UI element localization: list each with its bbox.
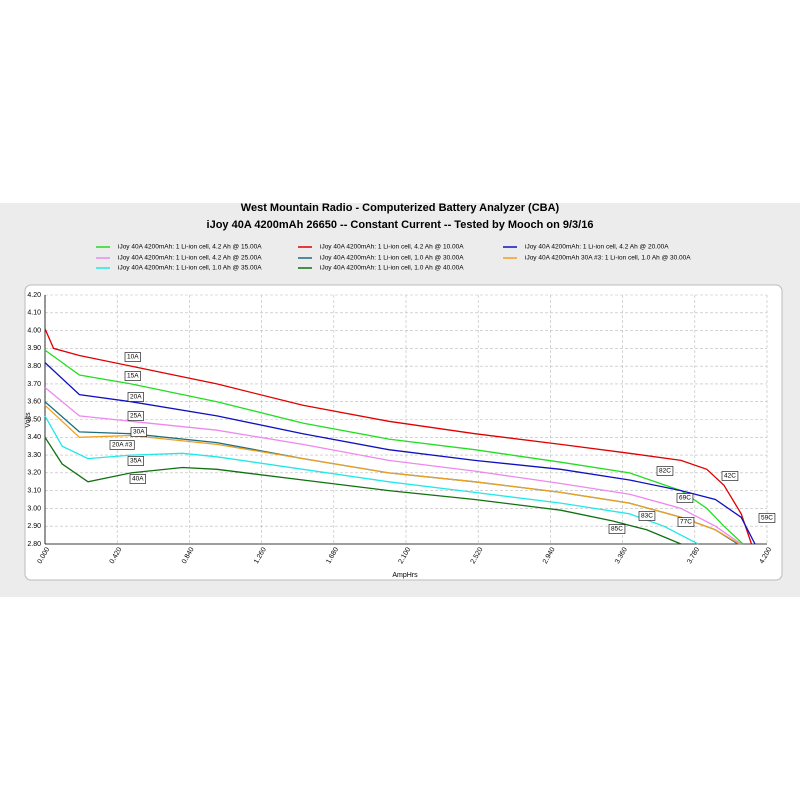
chart-title: West Mountain Radio - Computerized Batte… [241, 202, 560, 214]
series-line [44, 415, 699, 545]
annotation: 83C [641, 513, 653, 520]
annotation-box [638, 511, 656, 521]
annotation-box [758, 513, 776, 523]
annotation: 30A [133, 429, 145, 436]
x-axis-label: AmpHrs [392, 572, 418, 579]
y-tick-label: 3.30 [27, 452, 41, 459]
annotation-box [127, 411, 144, 421]
legend-label: iJoy 40A 4200mAh: 1 Li-ion cell, 4.2 Ah … [525, 244, 669, 251]
y-tick-label: 4.10 [27, 310, 41, 317]
annotation-box [127, 392, 144, 402]
annotation: 15A [127, 373, 139, 380]
legend-label: iJoy 40A 4200mAh 30A #3: 1 Li-ion cell, … [525, 255, 691, 262]
series-line [44, 349, 744, 545]
legend-label: iJoy 40A 4200mAh: 1 Li-ion cell, 4.2 Ah … [320, 244, 464, 251]
series-line [44, 386, 742, 545]
annotation: 69C [679, 495, 691, 502]
legend-label: iJoy 40A 4200mAh: 1 Li-ion cell, 1.0 Ah … [118, 265, 262, 272]
legend-label: iJoy 40A 4200mAh: 1 Li-ion cell, 1.0 Ah … [320, 255, 464, 262]
annotation-box [127, 456, 144, 466]
annotation-box [129, 474, 146, 484]
annotation-box [677, 517, 695, 527]
annotation: 20A #3 [112, 442, 133, 449]
legend-label: iJoy 40A 4200mAh: 1 Li-ion cell, 4.2 Ah … [118, 255, 262, 262]
annotation: 20A [130, 394, 142, 401]
series-line [44, 328, 753, 545]
y-tick-label: 3.90 [27, 345, 41, 352]
plot-frame [24, 284, 783, 581]
y-tick-label: 3.50 [27, 416, 41, 423]
annotation-box [721, 471, 739, 481]
y-axis-label: Volts [25, 412, 32, 428]
y-tick-label: 3.10 [27, 487, 41, 494]
annotation: 77C [680, 519, 692, 526]
annotation-box [130, 427, 147, 437]
annotation: 25A [130, 413, 142, 420]
annotation: 59C [761, 515, 773, 522]
annotation-box [124, 352, 141, 362]
legend-label: iJoy 40A 4200mAh: 1 Li-ion cell, 1.0 Ah … [320, 265, 464, 272]
y-tick-label: 2.80 [27, 541, 41, 548]
y-tick-label: 3.20 [27, 470, 41, 477]
annotation-box [676, 493, 694, 503]
annotation: 10A [127, 354, 139, 361]
y-tick-label: 3.40 [27, 434, 41, 441]
annotation-box [109, 440, 135, 450]
legend-label: iJoy 40A 4200mAh: 1 Li-ion cell, 4.2 Ah … [118, 244, 262, 251]
annotation: 40A [132, 476, 144, 483]
y-tick-label: 3.80 [27, 363, 41, 370]
annotation: 42C [724, 473, 736, 480]
y-tick-label: 3.70 [27, 381, 41, 388]
y-tick-label: 3.60 [27, 399, 41, 406]
annotation: 35A [130, 458, 142, 465]
chart-subtitle: iJoy 40A 4200mAh 26650 -- Constant Curre… [207, 219, 594, 231]
annotation: 82C [659, 468, 671, 475]
annotation-box [124, 371, 141, 381]
annotation-box [608, 524, 626, 534]
y-tick-label: 4.20 [27, 292, 41, 299]
series-line [44, 436, 682, 545]
y-tick-label: 4.00 [27, 327, 41, 334]
y-tick-label: 2.90 [27, 523, 41, 530]
annotation: 85C [611, 526, 623, 533]
annotation-box [656, 466, 674, 476]
y-tick-label: 3.00 [27, 505, 41, 512]
